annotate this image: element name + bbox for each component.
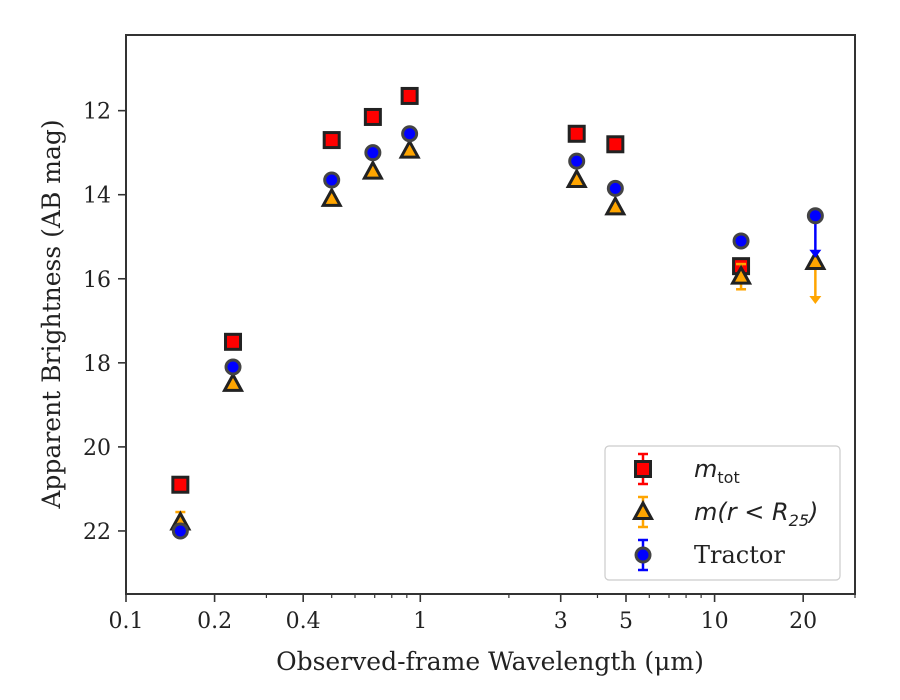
data-point <box>604 195 627 216</box>
x-tick-label: 20 <box>789 609 817 634</box>
legend-box <box>604 445 841 581</box>
data-point <box>224 358 242 376</box>
y-axis-title: Apparent Brightness (AB mag) <box>37 119 66 509</box>
data-point <box>364 144 382 162</box>
data-point <box>606 179 624 197</box>
legend-marker <box>634 460 652 478</box>
y-tick-label: 22 <box>83 520 111 545</box>
y-tick-label: 16 <box>83 268 111 293</box>
data-point <box>221 371 245 392</box>
data-point <box>401 125 419 143</box>
x-tick-label: 0.4 <box>286 609 321 634</box>
data-point <box>171 475 190 494</box>
legend-marker <box>634 546 652 564</box>
legend-label: Tractor <box>694 541 785 569</box>
data-point <box>606 135 625 154</box>
y-tick-label: 14 <box>83 184 111 209</box>
x-axis-title: Observed-frame Wavelength (μm) <box>276 647 704 676</box>
legend-entry-mr25: m(r < R25) <box>631 495 818 530</box>
legend-marker <box>631 499 655 520</box>
y-tick-label: 12 <box>83 100 111 125</box>
x-tick-label: 0.1 <box>109 609 144 634</box>
series-tractor <box>171 125 824 540</box>
data-point <box>224 332 243 351</box>
upper-limit-arrowhead <box>809 249 822 258</box>
data-point <box>730 264 753 285</box>
x-tick-label: 10 <box>701 609 729 634</box>
data-point <box>732 232 750 250</box>
data-point <box>323 171 341 189</box>
data-point <box>171 522 189 540</box>
y-tick-label: 18 <box>83 352 111 377</box>
legend: mtot m(r < R25) Tractor <box>604 445 841 581</box>
legend-entry-mtot: mtot <box>634 452 740 487</box>
data-point <box>320 186 343 207</box>
data-layer <box>169 86 827 540</box>
x-tick-label: 5 <box>619 609 633 634</box>
x-tick-label: 1 <box>413 609 427 634</box>
x-tick-label: 0.2 <box>197 609 232 634</box>
data-point <box>804 249 827 270</box>
data-point <box>565 167 588 189</box>
data-point <box>400 86 419 105</box>
data-point <box>322 131 341 150</box>
plot-frame <box>125 34 856 595</box>
data-point <box>398 138 421 159</box>
data-point <box>567 124 586 143</box>
data-point <box>361 159 384 180</box>
x-tick-label: 3 <box>554 609 568 634</box>
legend-label: m(r < R25) <box>694 498 818 530</box>
ticks-layer: 0.1 0.2 0.4 1 3 5 10 20 12 14 16 18 20 22 <box>83 100 856 634</box>
data-point <box>806 207 824 225</box>
upper-limit-arrowhead <box>809 295 822 304</box>
legend-label: mtot <box>694 455 740 487</box>
data-point <box>568 152 586 170</box>
legend-entry-tractor: Tractor <box>634 538 785 572</box>
y-tick-label: 20 <box>83 436 111 461</box>
data-point <box>363 107 382 126</box>
